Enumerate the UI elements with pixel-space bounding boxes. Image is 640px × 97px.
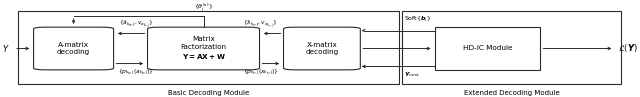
FancyBboxPatch shape — [284, 27, 360, 70]
Text: $\mathrm{Soft}\{\boldsymbol{b}_j\}$: $\mathrm{Soft}\{\boldsymbol{b}_j\}$ — [404, 15, 432, 25]
Text: $\mathcal{L}(\boldsymbol{Y})$: $\mathcal{L}(\boldsymbol{Y})$ — [618, 42, 638, 55]
Bar — [435, 27, 540, 70]
Text: HD-IC Module: HD-IC Module — [463, 45, 513, 52]
Text: Basic Decoding Module: Basic Decoding Module — [168, 90, 249, 96]
Text: $\{\theta_j^{(s)}\}$: $\{\theta_j^{(s)}\}$ — [194, 1, 213, 14]
Text: $\{p_{k_a,j}(a_{k_a,j})\}$: $\{p_{k_a,j}(a_{k_a,j})\}$ — [118, 68, 154, 78]
Text: X-matrix
decoding: X-matrix decoding — [305, 42, 339, 55]
Text: $\{p_{k_x,j}(x_{k_x,j})\}$: $\{p_{k_x,j}(x_{k_x,j})\}$ — [243, 68, 278, 78]
Bar — [402, 11, 621, 84]
Text: Matrix
Factorization
$\mathbf{Y = AX+W}$: Matrix Factorization $\mathbf{Y = AX+W}$ — [180, 36, 227, 61]
Text: $\{\hat{x}_{k_x,j}, v_{x_{k_x,j}}\}$: $\{\hat{x}_{k_x,j}, v_{x_{k_x,j}}\}$ — [243, 18, 278, 30]
Text: A-matrix
decoding: A-matrix decoding — [57, 42, 90, 55]
Bar — [18, 11, 399, 84]
FancyBboxPatch shape — [34, 27, 114, 70]
FancyBboxPatch shape — [148, 27, 260, 70]
Text: $\it{Y}$: $\it{Y}$ — [2, 43, 10, 54]
Text: Extended Decoding Module: Extended Decoding Module — [464, 90, 560, 96]
Text: $\boldsymbol{Y}_{new}$: $\boldsymbol{Y}_{new}$ — [404, 70, 420, 79]
Text: $\{\hat{a}_{k_a,j}, v_{a_{k_a,j}}\}$: $\{\hat{a}_{k_a,j}, v_{a_{k_a,j}}\}$ — [119, 18, 154, 30]
